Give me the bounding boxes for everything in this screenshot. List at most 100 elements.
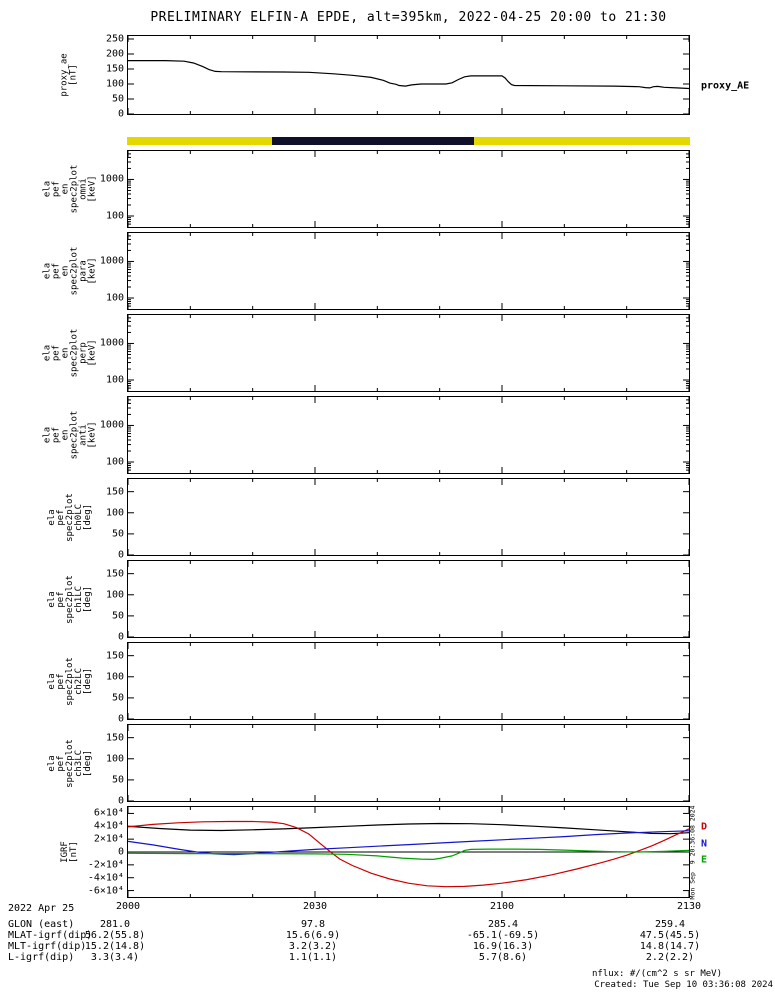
footer-value: 3.2(3.2) [288, 941, 338, 952]
ylabel-text: ela pef spec2plot ch2LC [deg] [46, 656, 93, 706]
nflux-units-note: nflux: #/(cm^2 s sr MeV) [591, 969, 722, 979]
footer-value: 285.4 [487, 919, 519, 930]
proxy_ae-canvas [127, 36, 690, 115]
panel-spec-para: 100 1000 [100, 232, 690, 310]
y-tick-label: 100 [105, 507, 124, 519]
day-night-bar [127, 137, 690, 145]
bar-segment [272, 137, 475, 145]
y-tick-label: -6×10⁴ [87, 885, 124, 897]
footer-value: 281.0 [99, 919, 131, 930]
panel-proxy-ae: 0 50 100 150 200 250 proxy_AE [106, 34, 749, 120]
footer-value: 14.8(14.7) [639, 941, 701, 952]
panel-spec-omni: 100 1000 [100, 150, 690, 228]
x-tick-label: 2130 [676, 901, 702, 912]
ylabel-text: proxy_ae [nT] [59, 53, 79, 97]
footer-value: -65.1(-69.5) [466, 930, 540, 941]
y-tick-label: 100 [105, 78, 124, 90]
y-tick-label: 50 [111, 93, 124, 105]
y-tick-label: 0 [117, 846, 124, 858]
y-tick-label: 150 [105, 486, 124, 498]
y-tick-label: 0 [117, 549, 124, 561]
y-tick-label: 1000 [99, 419, 124, 431]
y-tick-label: -4×10⁴ [87, 872, 124, 884]
ylabel-text: ela pef en spec2plot anti [keV] [42, 410, 97, 460]
series-E [127, 848, 690, 861]
x-tick-label: 2030 [302, 901, 328, 912]
lc_ch3-canvas [127, 725, 690, 802]
y-tick-label: 150 [105, 63, 124, 75]
y-tick-label: 100 [105, 292, 124, 304]
ylabel-text: ela pef spec2plot ch1LC [deg] [46, 574, 93, 624]
y-tick-label: 1000 [99, 173, 124, 185]
footer-row-l: L-igrf(dip) 3.3(3.4) 1.1(1.1) 5.7(8.6) 2… [0, 952, 775, 963]
x-tick-label: 2100 [489, 901, 515, 912]
footer-row-label: GLON (east) [8, 919, 75, 930]
series-label-E: E [701, 854, 708, 866]
footer-row-label: MLT-igrf(dip) [8, 941, 87, 952]
lc_ch2-canvas [127, 643, 690, 720]
y-tick-label: 50 [111, 528, 124, 540]
lc_ch1-canvas [127, 561, 690, 638]
footer-value: 15.6(6.9) [285, 930, 341, 941]
ylabel-text: ela pef en spec2plot omni [keV] [42, 164, 97, 214]
y-tick-label: 2×10⁴ [93, 833, 124, 845]
panel-igrf: 6×10⁴ 4×10⁴ 2×10⁴ 0 -2×10⁴ -4×10⁴ -6×10⁴ D N E 200… [88, 806, 707, 912]
chart-title: PRELIMINARY ELFIN-A EPDE, alt=395km, 202… [150, 10, 667, 25]
footer-row-mlt: MLT-igrf(dip) 15.2(14.8) 3.2(3.2) 16.9(1… [0, 941, 775, 952]
y-tick-label: 150 [105, 650, 124, 662]
footer-row-mlat: MLAT-igrf(dip) 56.2(55.8) 15.6(6.9) -65.… [0, 930, 775, 941]
ylabel-text: ela pef spec2plot ch0LC [deg] [46, 492, 93, 542]
y-tick-label: 100 [105, 210, 124, 222]
footer-value: 259.4 [654, 919, 686, 930]
footer-row-label: L-igrf(dip) [8, 952, 75, 963]
y-tick-label: 100 [105, 374, 124, 386]
spec_para-canvas [127, 233, 690, 309]
y-tick-label: 100 [105, 671, 124, 683]
footer-value: 3.3(3.4) [90, 952, 140, 963]
y-tick-label: 0 [117, 713, 124, 725]
series-B [127, 822, 690, 835]
ylabel-text: ela pef en spec2plot para [keV] [42, 246, 97, 296]
y-tick-label: 1000 [99, 255, 124, 267]
panel-lc-ch1: 0 50 100 150 [106, 560, 690, 643]
y-tick-label: 50 [111, 692, 124, 704]
created-timestamp: Created: Tue Sep 10 03:36:08 2024 [594, 980, 773, 990]
bar-segment [474, 137, 690, 145]
footer-value: 16.9(16.3) [472, 941, 534, 952]
series-N [127, 830, 690, 856]
footer-value: 2.2(2.2) [645, 952, 695, 963]
ylabel-text: ela pef spec2plot ch3LC [deg] [46, 738, 93, 788]
panel-lc-ch3: 0 50 100 150 [106, 724, 690, 807]
y-tick-label: 100 [105, 456, 124, 468]
y-tick-label: 50 [111, 610, 124, 622]
y-tick-label: 100 [105, 753, 124, 765]
y-tick-label: 150 [105, 732, 124, 744]
y-tick-label: 1000 [99, 337, 124, 349]
footer-row-label: MLAT-igrf(dip) [8, 930, 93, 941]
date-label: 2022 Apr 25 [8, 903, 75, 914]
igrf-canvas [127, 807, 690, 897]
spec_omni-canvas [127, 151, 690, 227]
lc_ch0-canvas [127, 479, 690, 556]
bar-segment [127, 137, 273, 145]
footer-row-glon: GLON (east) 281.0 97.8 285.4 259.4 [0, 919, 775, 930]
y-tick-label: 100 [105, 589, 124, 601]
series-proxy_AE [128, 60, 690, 90]
y-tick-label: 0 [117, 795, 124, 807]
footer-value: 47.5(45.5) [639, 930, 701, 941]
y-tick-label: 4×10⁴ [93, 820, 124, 832]
y-tick-label: 6×10⁴ [93, 807, 124, 819]
panel-spec-anti: 100 1000 [100, 396, 690, 474]
panel-lc-ch2: 0 50 100 150 [106, 642, 690, 725]
y-tick-label: 0 [117, 631, 124, 643]
ylabel-proxy-ae: proxy_ae [nT] [20, 35, 120, 115]
y-tick-label: 0 [117, 108, 124, 120]
series-D [127, 820, 690, 888]
y-tick-label: 250 [105, 33, 124, 45]
ylabel-text: IGRF [nT] [60, 841, 79, 863]
footer-value: 1.1(1.1) [288, 952, 338, 963]
series-label-proxy_AE: proxy_AE [701, 80, 750, 92]
panel-lc-ch0: 0 50 100 150 [106, 478, 690, 561]
spec_perp-canvas [127, 315, 690, 391]
